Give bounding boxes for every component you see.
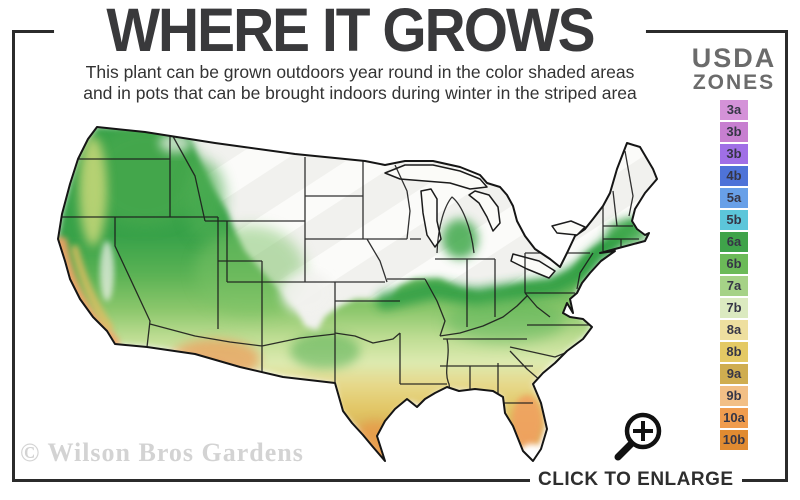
zone-swatch-8a: 8a [720,320,748,340]
subtitle-line-1: This plant can be grown outdoors year ro… [85,62,635,82]
zone-swatch-9b: 9b [720,386,748,406]
subtitle: This plant can be grown outdoors year ro… [70,62,650,104]
zone-swatch-3b: 3b [720,122,748,142]
zone-swatch-3b: 3b [720,144,748,164]
usda-zones-list: 3a 3b 3b 4b 5a 5b 6a 6b 7a 7b 8a 8b 9a 9b 10a 10b [680,100,788,450]
magnifier-icon[interactable] [606,406,668,468]
zone-swatch-6b: 6b [720,254,748,274]
usda-zones-legend: USDA ZONES 3a 3b 3b 4b 5a 5b 6a 6b 7a 7b 8a 8b 9a 9b 1… [680,44,788,452]
zone-swatch-7b: 7b [720,298,748,318]
where-it-grows-title: WHERE IT GROWS [54,0,646,66]
zone-swatch-4b: 4b [720,166,748,186]
zone-swatch-3a: 3a [720,100,748,120]
zone-swatch-7a: 7a [720,276,748,296]
zones-heading: ZONES [692,71,776,94]
zone-swatch-10b: 10b [720,430,748,450]
zone-swatch-9a: 9a [720,364,748,384]
subtitle-line-2: and in pots that can be brought indoors … [83,83,637,103]
zone-swatch-8b: 8b [720,342,748,362]
zone-swatch-6a: 6a [720,232,748,252]
zone-swatch-5b: 5b [720,210,748,230]
zone-swatch-10a: 10a [720,408,748,428]
usda-heading: USDA [691,43,777,73]
zone-swatch-5a: 5a [720,188,748,208]
watermark: © Wilson Bros Gardens [20,438,304,467]
click-to-enlarge-label[interactable]: CLICK TO ENLARGE [530,468,742,492]
us-zone-map[interactable] [55,120,675,472]
